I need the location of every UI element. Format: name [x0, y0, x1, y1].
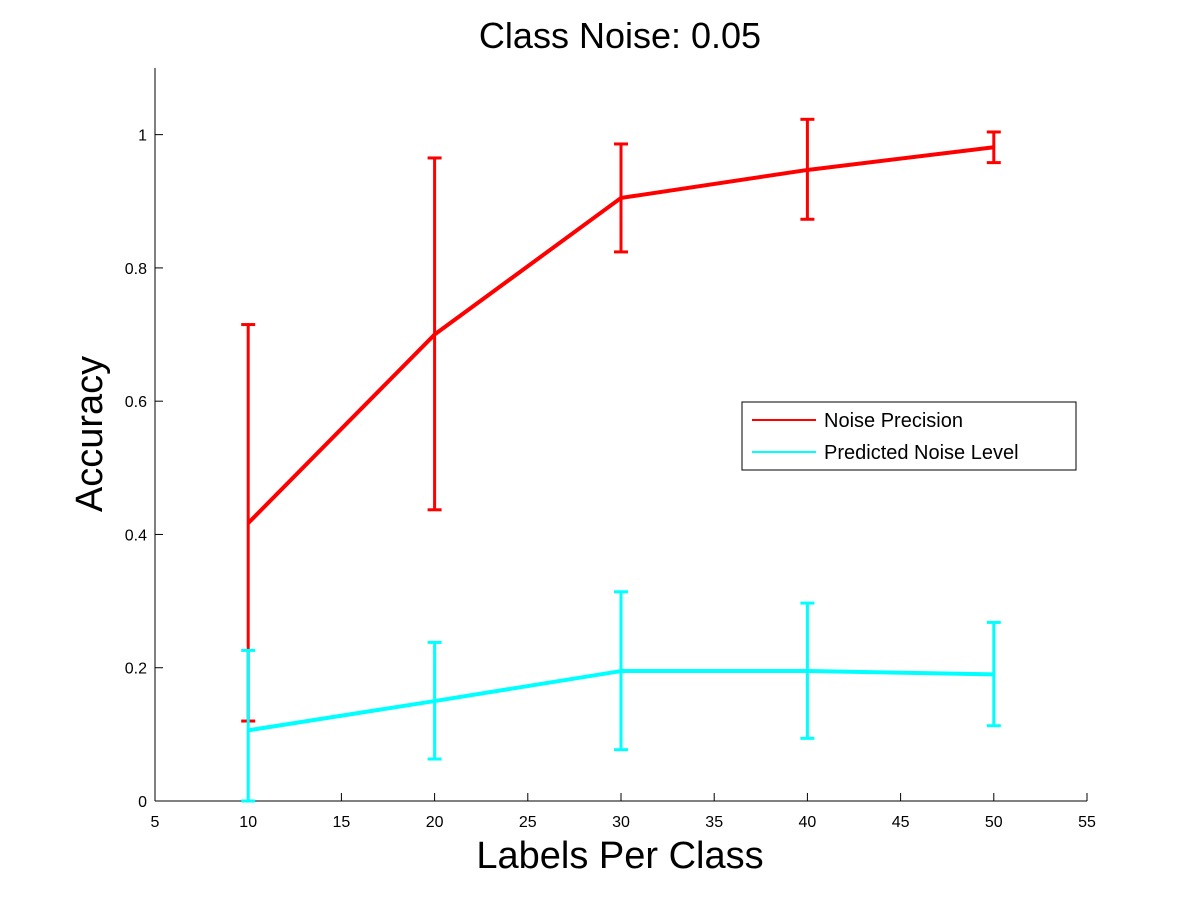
x-tick-label-40: 40 [799, 814, 817, 831]
x-axis-title: Labels Per Class [476, 835, 763, 877]
y-tick-label-1: 0.2 [125, 661, 147, 678]
x-tick-label-20: 20 [426, 814, 444, 831]
x-tick-label-45: 45 [892, 814, 910, 831]
x-tick-label-10: 10 [239, 814, 257, 831]
series-layer [241, 117, 1001, 803]
legend-box [741, 401, 1077, 471]
legend-label-noise-precision: Noise Precision [824, 410, 963, 432]
y-tick-label-5: 1 [138, 128, 147, 145]
x-tick-label-25: 25 [519, 814, 537, 831]
x-tick-label-50: 50 [985, 814, 1003, 831]
y-tick-label-0: 0 [138, 794, 147, 811]
x-tick-label-5: 5 [151, 814, 160, 831]
legend: Noise Precision Predicted Noise Level [741, 401, 1077, 471]
legend-label-predicted-noise-level: Predicted Noise Level [824, 442, 1019, 464]
x-tick-label-55: 55 [1078, 814, 1096, 831]
y-tick-label-4: 0.8 [125, 261, 147, 278]
x-tick-label-35: 35 [705, 814, 723, 831]
chart-title: Class Noise: 0.05 [479, 15, 761, 56]
y-tick-label-2: 0.4 [125, 527, 147, 544]
y-tick-label-3: 0.6 [125, 394, 147, 411]
axes: 5 10 15 20 25 30 35 40 45 50 55 0 0.2 0.4 0.6 0.8 1 [125, 68, 1096, 831]
x-tick-label-30: 30 [612, 814, 630, 831]
y-axis-title: Accuracy [69, 356, 111, 512]
series-1 [241, 590, 1001, 803]
x-tick-label-15: 15 [333, 814, 351, 831]
